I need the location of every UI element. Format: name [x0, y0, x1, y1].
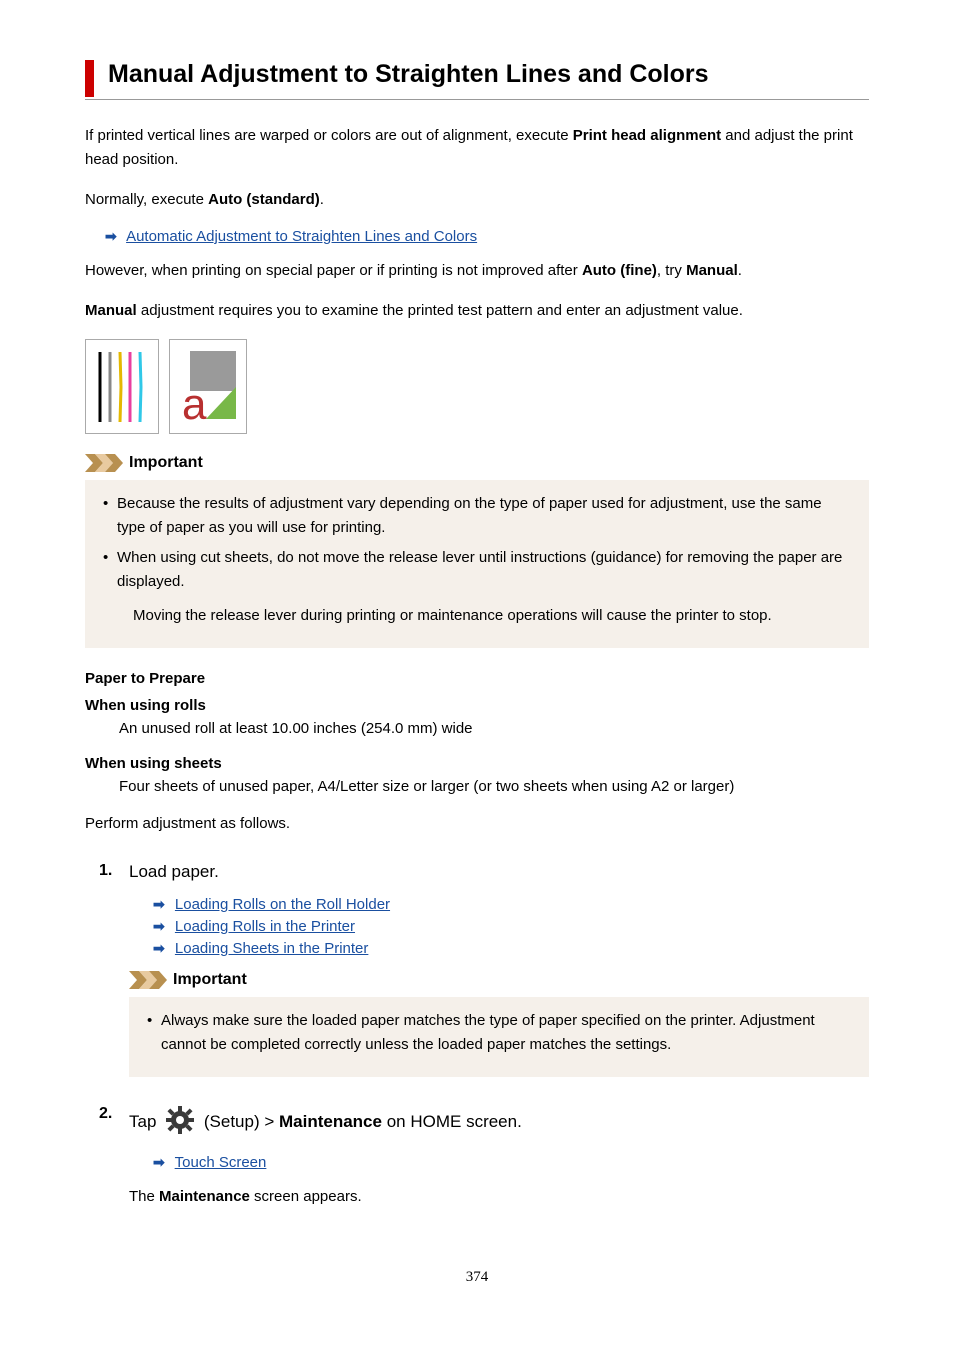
pattern-letter-image: a	[169, 339, 247, 434]
gear-icon	[165, 1105, 195, 1140]
link-loading-rolls-holder[interactable]: Loading Rolls on the Roll Holder	[175, 896, 390, 913]
arrow-right-icon: ➡	[153, 896, 165, 913]
intro-paragraph-3: However, when printing on special paper …	[85, 259, 869, 283]
link-row: ➡ Automatic Adjustment to Straighten Lin…	[105, 228, 869, 245]
text: adjustment requires you to examine the p…	[137, 302, 743, 319]
link-loading-rolls-printer[interactable]: Loading Rolls in the Printer	[175, 918, 355, 935]
page-title: Manual Adjustment to Straighten Lines an…	[108, 60, 869, 97]
page-number: 374	[0, 1269, 954, 1286]
pattern-images: a	[85, 339, 869, 434]
text: , try	[657, 262, 686, 279]
rolls-text: An unused roll at least 10.00 inches (25…	[85, 718, 869, 741]
important-chevron-icon	[129, 971, 167, 989]
important-callout: Because the results of adjustment vary d…	[85, 480, 869, 648]
arrow-right-icon: ➡	[105, 228, 117, 245]
callout-subtext: Moving the release lever during printing…	[117, 604, 853, 628]
letter-pattern-icon: a	[176, 347, 240, 427]
text: .	[320, 191, 324, 208]
lines-pattern-icon	[92, 347, 152, 427]
text-bold: Maintenance	[159, 1188, 250, 1205]
paper-prepare-heading: Paper to Prepare	[85, 670, 869, 687]
important-chevron-icon	[85, 454, 123, 472]
important-header: Important	[85, 454, 869, 472]
intro-paragraph-2: Normally, execute Auto (standard).	[85, 188, 869, 212]
callout-item: Always make sure the loaded paper matche…	[145, 1009, 853, 1057]
step-number: 2.	[99, 1105, 112, 1123]
perform-text: Perform adjustment as follows.	[85, 812, 869, 836]
important-callout: Always make sure the loaded paper matche…	[129, 997, 869, 1077]
rolls-heading: When using rolls	[85, 697, 869, 714]
text-bold: Auto (fine)	[582, 262, 657, 279]
text-bold: Print head alignment	[573, 127, 721, 144]
link-loading-sheets-printer[interactable]: Loading Sheets in the Printer	[175, 940, 368, 957]
step-result: The Maintenance screen appears.	[129, 1185, 869, 1209]
step-links: ➡ Loading Rolls on the Roll Holder ➡ Loa…	[153, 896, 869, 957]
step-heading: Tap	[129, 1105, 869, 1140]
text: Normally, execute	[85, 191, 208, 208]
step-2: 2. Tap	[85, 1105, 869, 1209]
arrow-right-icon: ➡	[153, 918, 165, 935]
important-label: Important	[173, 971, 247, 989]
arrow-right-icon: ➡	[153, 940, 165, 957]
text: When using cut sheets, do not move the r…	[117, 549, 842, 590]
text: .	[738, 262, 742, 279]
sheets-text: Four sheets of unused paper, A4/Letter s…	[85, 776, 869, 799]
svg-text:a: a	[182, 380, 207, 427]
callout-item: When using cut sheets, do not move the r…	[101, 546, 853, 628]
steps-list: 1. Load paper. ➡ Loading Rolls on the Ro…	[85, 862, 869, 1209]
text: Tap	[129, 1112, 161, 1131]
text: If printed vertical lines are warped or …	[85, 127, 573, 144]
text-bold: Auto (standard)	[208, 191, 320, 208]
text: (Setup) >	[204, 1112, 279, 1131]
intro-paragraph-4: Manual adjustment requires you to examin…	[85, 299, 869, 323]
text: The	[129, 1188, 159, 1205]
step-heading: Load paper.	[129, 862, 869, 882]
text-bold: Manual	[85, 302, 137, 319]
link-touch-screen[interactable]: Touch Screen	[175, 1154, 267, 1171]
arrow-right-icon: ➡	[153, 1154, 165, 1171]
intro-paragraph-1: If printed vertical lines are warped or …	[85, 124, 869, 172]
pattern-lines-image	[85, 339, 159, 434]
step-number: 1.	[99, 862, 112, 880]
important-header: Important	[129, 971, 869, 989]
text: However, when printing on special paper …	[85, 262, 582, 279]
important-label: Important	[129, 454, 203, 472]
text: screen appears.	[250, 1188, 362, 1205]
text: on HOME screen.	[382, 1112, 522, 1131]
text-bold: Manual	[686, 262, 738, 279]
step-links: ➡ Touch Screen	[153, 1154, 869, 1171]
link-auto-adjustment[interactable]: Automatic Adjustment to Straighten Lines…	[126, 228, 477, 245]
callout-item: Because the results of adjustment vary d…	[101, 492, 853, 540]
sheets-heading: When using sheets	[85, 755, 869, 772]
text-bold: Maintenance	[279, 1112, 382, 1131]
step-1: 1. Load paper. ➡ Loading Rolls on the Ro…	[85, 862, 869, 1077]
title-rule	[85, 99, 869, 100]
